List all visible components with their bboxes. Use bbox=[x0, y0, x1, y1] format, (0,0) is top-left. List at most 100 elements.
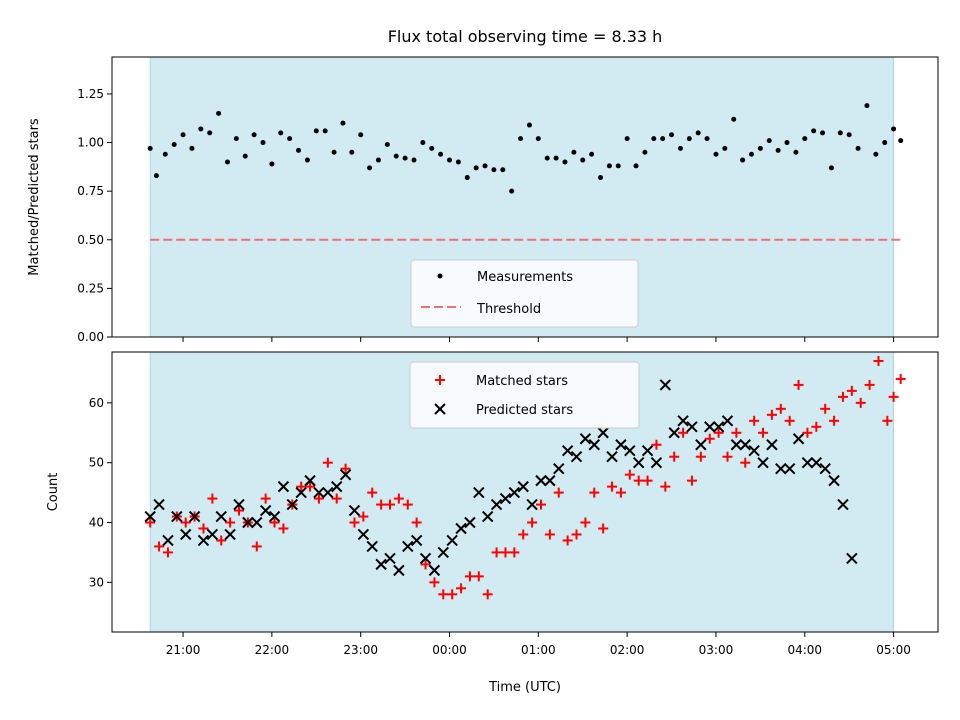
matched-star-point bbox=[180, 517, 191, 528]
measurement-point bbox=[811, 128, 817, 134]
predicted-star-point bbox=[171, 510, 183, 523]
predicted-star-point bbox=[570, 450, 583, 463]
measurement-point bbox=[597, 175, 603, 181]
predicted-star-point bbox=[259, 504, 272, 517]
predicted-star-point bbox=[357, 528, 370, 541]
matched-star-point bbox=[571, 529, 582, 540]
matched-star-point bbox=[420, 559, 431, 570]
matched-star-point bbox=[678, 427, 689, 438]
matched-star-point bbox=[251, 541, 262, 552]
matched-star-point bbox=[402, 499, 413, 510]
predicted-star-point bbox=[348, 504, 361, 517]
predicted-star-point bbox=[695, 439, 707, 451]
matched-star-point bbox=[154, 541, 165, 552]
matched-star-point bbox=[482, 589, 493, 600]
matched-star-point bbox=[740, 457, 751, 468]
predicted-star-point bbox=[739, 439, 751, 451]
matched-star-point bbox=[820, 403, 831, 414]
legend-matched-label: Matched stars bbox=[476, 374, 568, 389]
measurement-point bbox=[438, 151, 444, 157]
predicted-star-point bbox=[712, 421, 725, 433]
measurement-point bbox=[686, 136, 692, 142]
matched-star-point bbox=[624, 469, 635, 480]
predicted-star-point bbox=[535, 474, 547, 487]
measurement-point bbox=[491, 167, 497, 173]
matched-star-point bbox=[456, 583, 467, 594]
matched-star-point bbox=[811, 421, 822, 432]
predicted-star-point bbox=[384, 552, 396, 565]
matched-star-point bbox=[660, 481, 671, 492]
measurement-point bbox=[420, 140, 426, 146]
predicted-star-point bbox=[481, 510, 494, 523]
matched-star-point bbox=[888, 391, 899, 402]
matched-star-point bbox=[829, 415, 840, 426]
chart-title: Flux total observing time = 8.33 h bbox=[388, 27, 663, 46]
legend-threshold-label: Threshold bbox=[476, 302, 541, 317]
measurement-point bbox=[509, 188, 515, 194]
predicted-star-point bbox=[757, 456, 769, 469]
predicted-star-point bbox=[144, 510, 156, 523]
matched-star-point bbox=[278, 523, 289, 534]
x-axis-label: Time (UTC) bbox=[488, 680, 561, 695]
predicted-star-point bbox=[553, 462, 565, 475]
predicted-star-point bbox=[188, 510, 201, 523]
measurement-point bbox=[269, 161, 275, 167]
predicted-star-point bbox=[153, 498, 165, 511]
predicted-star-point bbox=[615, 439, 627, 451]
measurement-point bbox=[198, 126, 204, 132]
bottom-xtick-label: 05:00 bbox=[876, 643, 911, 657]
predicted-star-point bbox=[704, 421, 716, 433]
predicted-star-point bbox=[846, 552, 858, 565]
measurement-point bbox=[526, 122, 532, 128]
predicted-star-point bbox=[819, 462, 831, 475]
measurement-point bbox=[580, 157, 586, 163]
matched-star-point bbox=[216, 535, 227, 546]
measurement-point bbox=[189, 145, 195, 151]
bottom-ylabel: Count bbox=[46, 473, 61, 512]
matched-star-point bbox=[225, 517, 236, 528]
measurement-point bbox=[695, 130, 701, 136]
matched-star-point bbox=[162, 547, 173, 558]
predicted-star-point bbox=[180, 528, 192, 541]
bottom-xtick-label: 21:00 bbox=[166, 643, 201, 657]
matched-star-point bbox=[473, 571, 484, 582]
legend-predicted-label: Predicted stars bbox=[476, 403, 573, 418]
measurement-point bbox=[882, 140, 888, 146]
matched-star-point bbox=[269, 517, 280, 528]
bottom-xtick-label: 22:00 bbox=[255, 643, 290, 657]
measurement-point bbox=[393, 153, 399, 159]
matched-star-point bbox=[864, 379, 875, 390]
matched-star-point bbox=[837, 391, 848, 402]
predicted-star-point bbox=[366, 540, 378, 553]
predicted-star-point bbox=[428, 564, 441, 577]
measurement-point bbox=[846, 132, 852, 138]
measurement-point bbox=[304, 157, 310, 163]
matched-star-point bbox=[598, 523, 609, 534]
matched-star-point bbox=[562, 535, 573, 546]
matched-star-point bbox=[873, 355, 884, 366]
predicted-star-point bbox=[775, 462, 787, 475]
predicted-star-point bbox=[801, 456, 814, 469]
measurement-point bbox=[660, 136, 666, 142]
predicted-star-point bbox=[517, 480, 529, 493]
predicted-star-point bbox=[224, 528, 236, 541]
matched-star-point bbox=[686, 475, 697, 486]
measurement-point bbox=[784, 140, 790, 146]
matched-star-point bbox=[544, 529, 555, 540]
predicted-star-point bbox=[730, 439, 743, 451]
measurement-point bbox=[820, 130, 826, 136]
legend-predicted-marker bbox=[434, 403, 446, 415]
bottom-axes-frame bbox=[111, 351, 939, 633]
predicted-star-point bbox=[579, 433, 592, 445]
measurement-point bbox=[651, 136, 657, 142]
measurement-point bbox=[147, 145, 153, 151]
predicted-star-point bbox=[322, 486, 334, 499]
top-ytick-label: 1.00 bbox=[77, 136, 104, 150]
predicted-star-point bbox=[597, 427, 609, 439]
predicted-star-point bbox=[251, 516, 263, 529]
measurement-point bbox=[242, 153, 248, 159]
matched-star-point bbox=[784, 415, 795, 426]
measurement-point bbox=[473, 165, 479, 171]
legend-measurements-marker bbox=[437, 273, 443, 279]
predicted-star-point bbox=[455, 522, 467, 535]
